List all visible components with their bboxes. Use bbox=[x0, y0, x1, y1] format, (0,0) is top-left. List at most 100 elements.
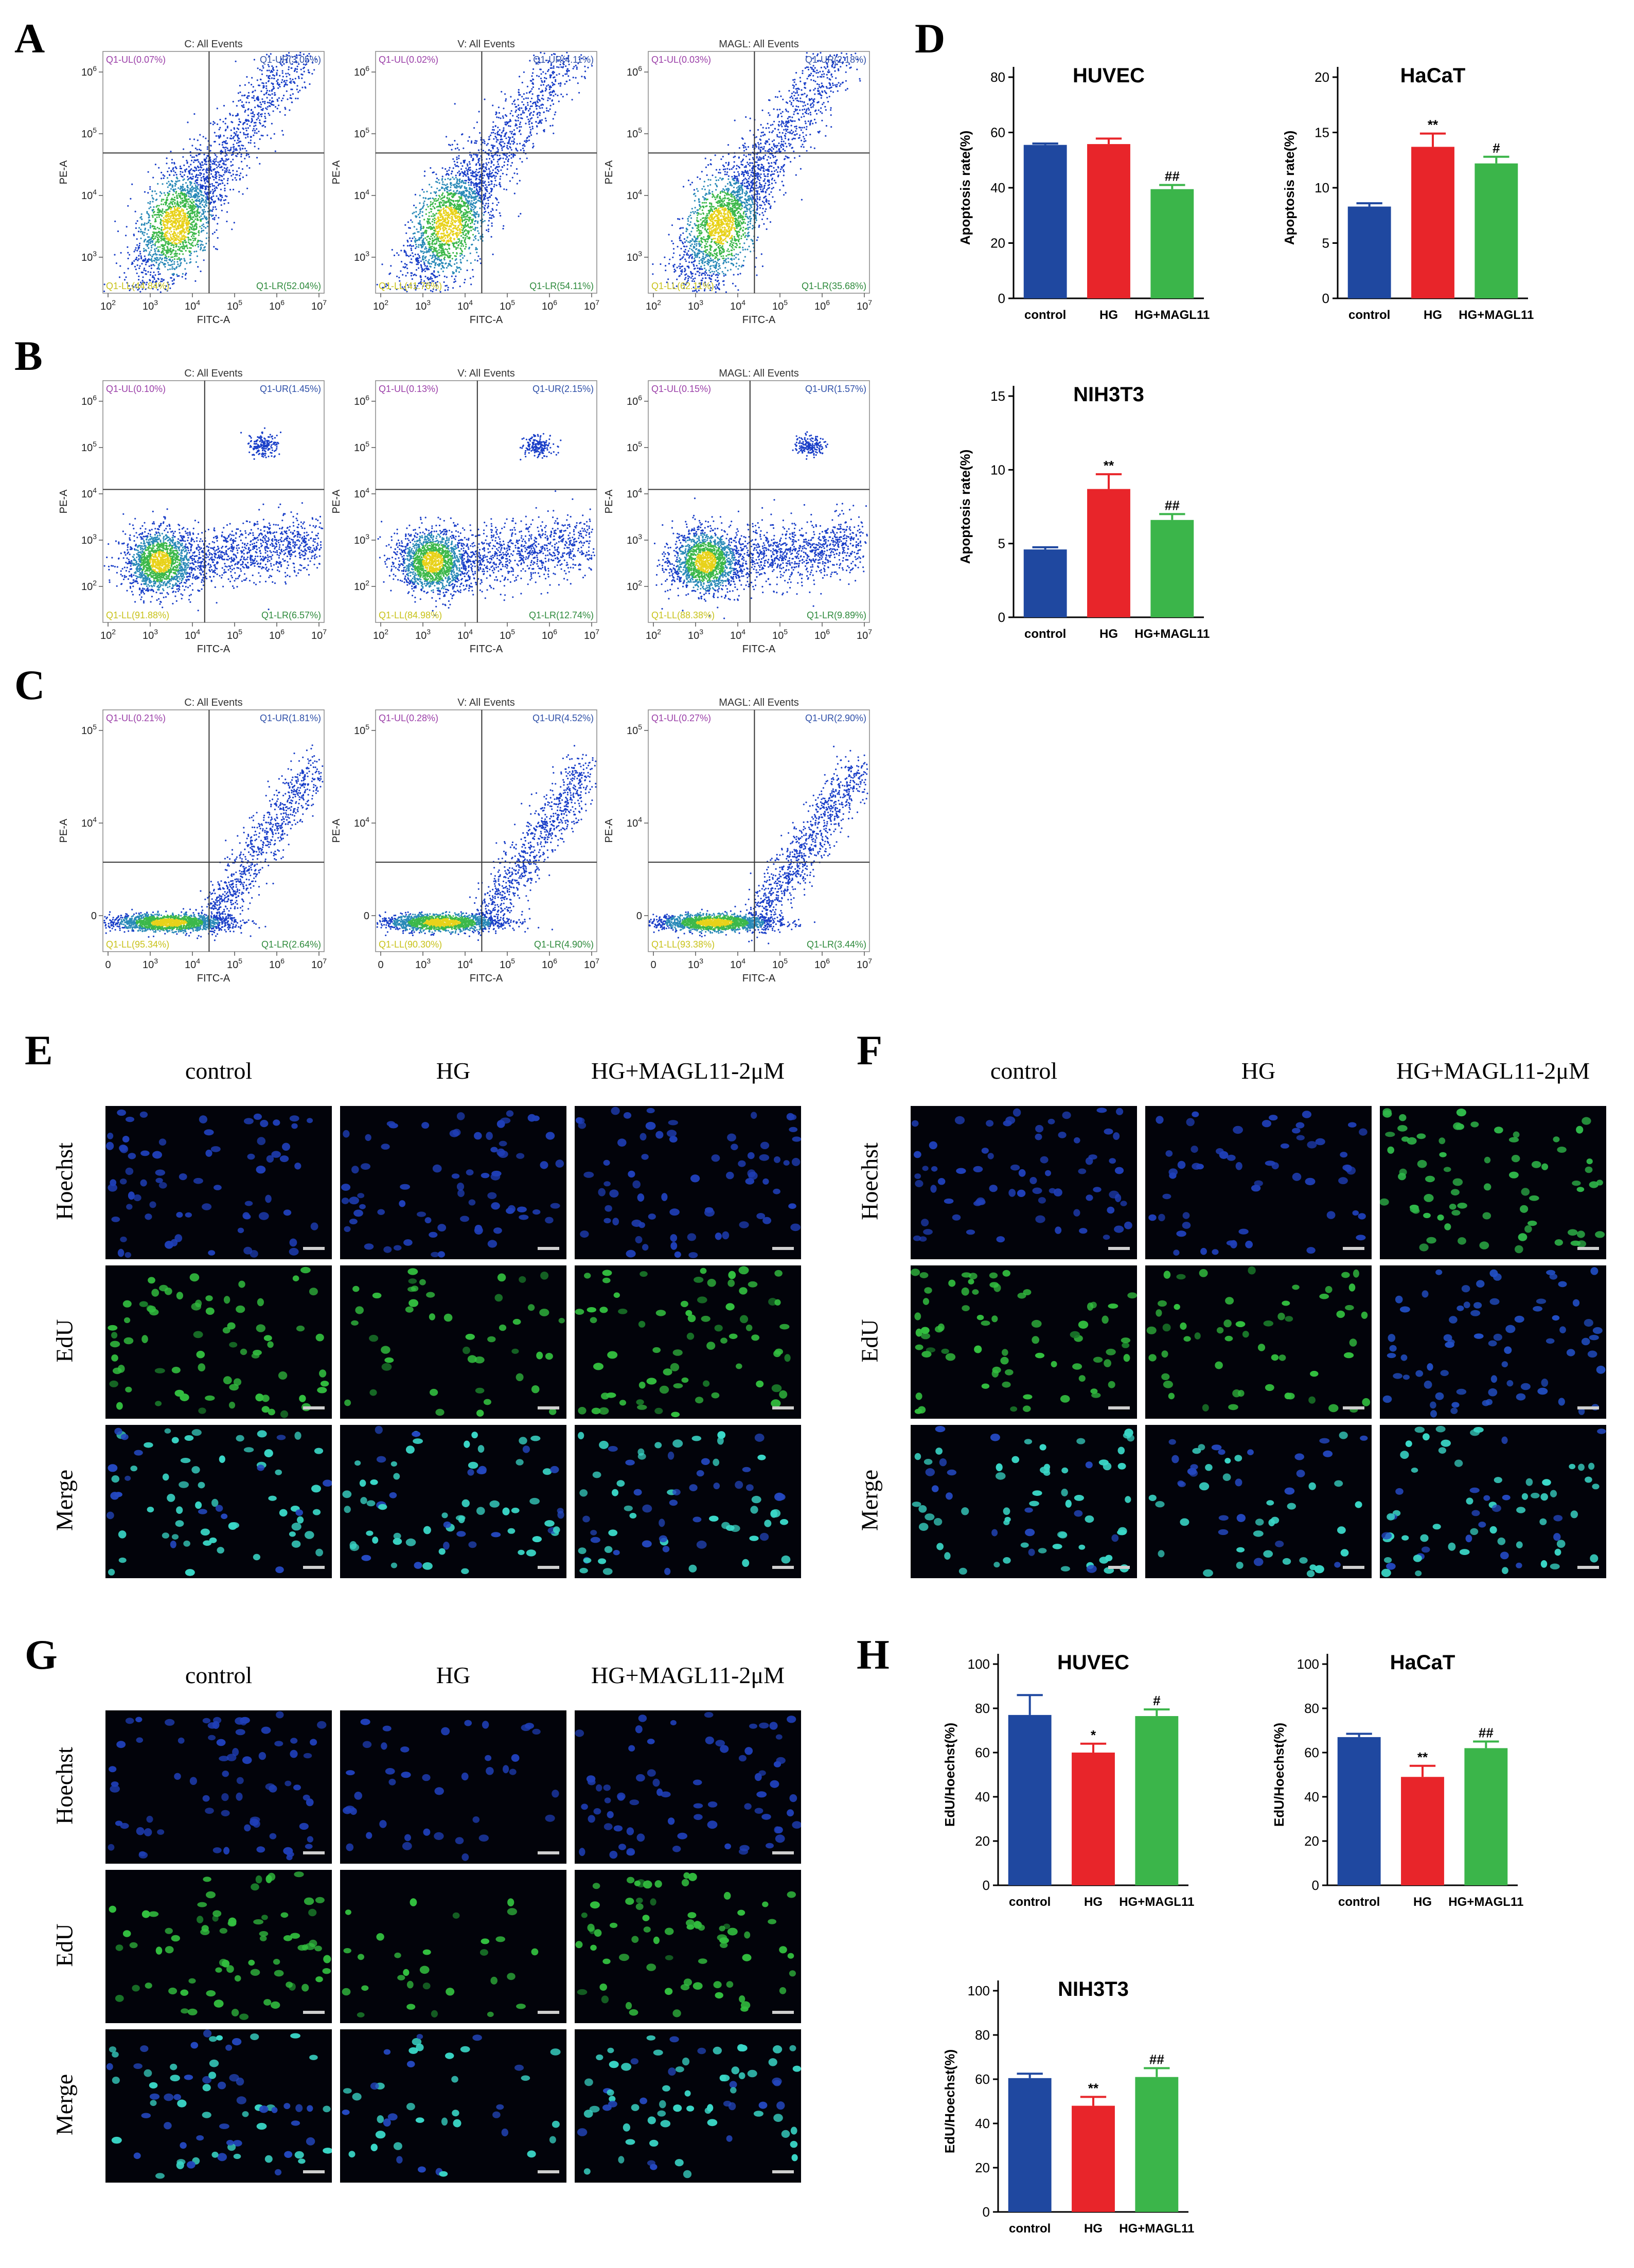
y-tick-label: 0 bbox=[983, 1878, 990, 1893]
chart-title: NIH3T3 bbox=[1073, 383, 1144, 406]
scale-bar bbox=[1108, 1566, 1130, 1569]
chart-title: HaCaT bbox=[1400, 64, 1466, 87]
y-axis-label: PE-A bbox=[331, 160, 342, 184]
micrograph-f-hoechst-2 bbox=[1145, 1106, 1372, 1259]
chart-title: HaCaT bbox=[1390, 1651, 1455, 1674]
x-tick-label: HG+MAGL11 bbox=[1459, 308, 1534, 322]
scale-bar bbox=[538, 1566, 559, 1569]
scale-bar bbox=[772, 1851, 794, 1854]
x-axis-label: FITC-A bbox=[197, 644, 230, 655]
quadrant-label-ll: Q1-LL(62.11%) bbox=[651, 281, 714, 291]
x-tick-label: 105 bbox=[500, 298, 515, 312]
scale-bar bbox=[538, 2011, 559, 2014]
x-tick-label: control bbox=[1348, 308, 1390, 322]
quadrant-label-ur: Q1-UR(1.81%) bbox=[260, 713, 321, 723]
x-tick-label: HG bbox=[1099, 308, 1118, 322]
quadrant-label-ur: Q1-UR(3.05%) bbox=[260, 55, 321, 65]
scale-bar bbox=[538, 1406, 559, 1409]
scale-bar bbox=[538, 1247, 559, 1250]
bar-control bbox=[1008, 1715, 1052, 1885]
y-tick-label: 105 bbox=[81, 440, 97, 454]
scale-bar bbox=[772, 2170, 794, 2173]
x-tick-label: 102 bbox=[373, 298, 388, 312]
y-tick-label: 0 bbox=[998, 291, 1005, 306]
x-tick-label: HG+MAGL11 bbox=[1134, 627, 1210, 641]
x-tick-label: 107 bbox=[857, 298, 872, 312]
scale-bar bbox=[538, 1851, 559, 1854]
y-axis-label: PE-A bbox=[58, 818, 69, 843]
y-tick-label: 10 bbox=[1315, 180, 1329, 195]
significance-label: ** bbox=[1417, 1749, 1428, 1765]
flow-plot-b-2: V: All Events Q1-UL(0.13%) Q1-UR(2.15%) Q1-… bbox=[314, 365, 602, 655]
y-axis-label: PE-A bbox=[603, 160, 615, 184]
scale-bar bbox=[772, 1566, 794, 1569]
flow-scatter-dots bbox=[648, 745, 868, 944]
column-label-f-1: control bbox=[911, 1057, 1137, 1084]
significance-label: # bbox=[1493, 140, 1500, 156]
row-label-g-edu: EdU bbox=[51, 1868, 78, 2023]
y-tick-label: 0 bbox=[364, 910, 369, 922]
panel-letter-d: D bbox=[915, 14, 945, 63]
bar-hg bbox=[1072, 2105, 1115, 2212]
micrograph-f-merge-3 bbox=[1380, 1425, 1606, 1578]
x-tick-label: 106 bbox=[542, 628, 557, 641]
quadrant-label-lr: Q1-LR(4.90%) bbox=[534, 939, 594, 950]
x-tick-label: 102 bbox=[373, 628, 388, 641]
bar-hg bbox=[1087, 144, 1130, 298]
row-label-e-merge: Merge bbox=[51, 1423, 78, 1578]
x-tick-label: 103 bbox=[415, 628, 431, 641]
row-label-f-edu: EdU bbox=[856, 1264, 883, 1418]
x-tick-label: 104 bbox=[730, 298, 745, 312]
y-tick-label: 103 bbox=[627, 532, 642, 546]
x-tick-label: 106 bbox=[814, 628, 830, 641]
x-tick-label: HG bbox=[1424, 308, 1442, 322]
flow-plot-title: V: All Events bbox=[457, 368, 515, 379]
quadrant-label-lr: Q1-LR(54.11%) bbox=[529, 281, 594, 291]
panel-letter-g: G bbox=[25, 1631, 58, 1679]
significance-label: ** bbox=[1428, 117, 1438, 133]
quadrant-label-ll: Q1-LL(91.88%) bbox=[106, 610, 169, 620]
x-tick-label: 106 bbox=[814, 298, 830, 312]
quadrant-label-ul: Q1-UL(0.03%) bbox=[651, 55, 711, 65]
y-axis-label: EdU/Hoechst(%) bbox=[942, 1723, 957, 1827]
y-tick-label: 104 bbox=[81, 815, 97, 829]
x-tick-label: 107 bbox=[857, 628, 872, 641]
micrograph-e-edu-3 bbox=[575, 1265, 801, 1419]
y-tick-label: 40 bbox=[1304, 1789, 1319, 1805]
flow-scatter-dots bbox=[652, 52, 861, 293]
x-tick-label: HG+MAGL11 bbox=[1119, 1895, 1194, 1909]
y-tick-label: 105 bbox=[627, 126, 642, 140]
y-tick-label: 103 bbox=[354, 249, 369, 263]
y-tick-label: 106 bbox=[627, 394, 642, 407]
y-tick-label: 0 bbox=[1322, 291, 1329, 306]
y-axis-label: PE-A bbox=[331, 818, 342, 843]
x-tick-label: 103 bbox=[415, 957, 431, 971]
y-tick-label: 106 bbox=[354, 394, 369, 407]
micrograph-e-hoechst-2 bbox=[340, 1106, 566, 1259]
row-label-e-edu: EdU bbox=[51, 1264, 78, 1418]
y-tick-label: 104 bbox=[627, 815, 642, 829]
flow-plot-title: C: All Events bbox=[184, 368, 242, 379]
row-label-f-hoechst: Hoechst bbox=[856, 1104, 883, 1259]
micrograph-f-merge-1 bbox=[911, 1425, 1137, 1578]
x-tick-label: 105 bbox=[772, 298, 788, 312]
micrograph-g-merge-1 bbox=[105, 2029, 332, 2183]
flow-plot-frame bbox=[102, 709, 325, 952]
x-axis-label: FITC-A bbox=[470, 644, 503, 655]
y-tick-label: 105 bbox=[354, 723, 369, 737]
y-tick-label: 60 bbox=[975, 2071, 990, 2087]
scale-bar bbox=[303, 1406, 325, 1409]
flow-plot-title: C: All Events bbox=[184, 697, 242, 708]
flow-plot-title: MAGL: All Events bbox=[719, 368, 799, 379]
scale-bar bbox=[1577, 1406, 1599, 1409]
flow-scatter-dots bbox=[376, 51, 593, 293]
x-tick-label: 105 bbox=[227, 628, 242, 641]
flow-plot-b-3: MAGL: All Events Q1-UL(0.15%) Q1-UR(1.57%)… bbox=[587, 365, 875, 655]
x-tick-label: 103 bbox=[415, 298, 431, 312]
y-tick-label: 80 bbox=[975, 2027, 990, 2043]
x-tick-label: 0 bbox=[650, 959, 656, 971]
y-tick-label: 100 bbox=[1297, 1656, 1319, 1672]
y-tick-label: 105 bbox=[354, 126, 369, 140]
x-tick-label: HG+MAGL11 bbox=[1134, 308, 1210, 322]
y-tick-label: 0 bbox=[998, 610, 1005, 625]
